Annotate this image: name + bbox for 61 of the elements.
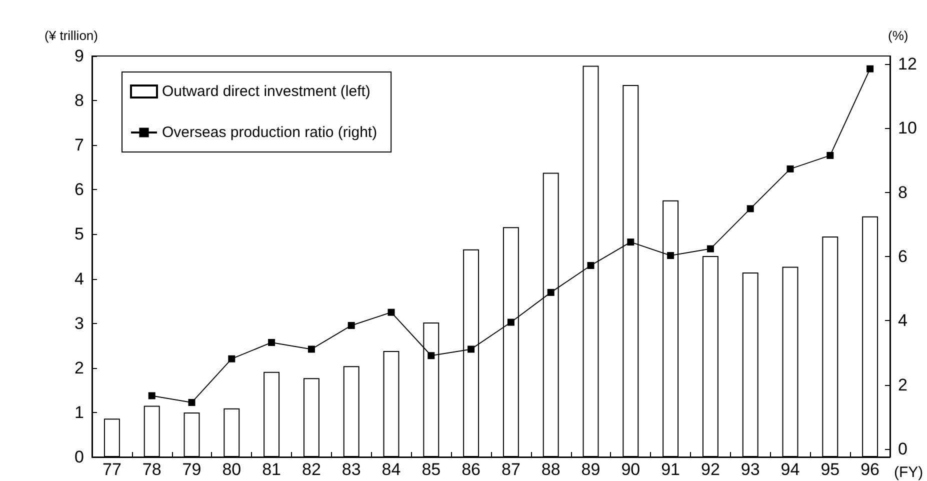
y2-axis-title: (%) [888,28,908,43]
x-tick-label: 82 [302,460,321,479]
point [468,346,475,353]
x-tick-label: 92 [700,460,720,479]
y-tick-label: 7 [74,136,84,155]
legend-label: Outward direct investment (left) [162,83,370,100]
y2-tick-label: 12 [898,54,917,74]
x-axis-title: (FY) [894,464,924,481]
point [786,165,794,172]
point [268,338,276,346]
y2-tick-label: 2 [898,375,908,394]
x-tick-label: 94 [780,460,800,479]
x-tick-label: 81 [262,460,282,479]
point [228,355,236,362]
y-tick-label: 3 [74,314,84,333]
point [547,288,554,296]
point [188,398,196,406]
x-tick-label: 85 [422,460,441,479]
y-tick-label: 4 [74,269,84,288]
x-tick-label: 88 [541,460,560,479]
legend-label: Overseas production ratio (right) [162,124,378,141]
x-tick-label: 87 [501,460,520,479]
y-tick-label: 9 [74,46,84,66]
point [148,392,156,400]
x-tick-label: 90 [621,460,640,479]
point [507,318,514,326]
y-tick-label: 1 [74,402,84,422]
y2-tick-label: 4 [898,311,908,330]
point [308,346,315,353]
y2-tick-label: 8 [898,182,908,202]
y2-tick-label: 6 [898,247,908,266]
x-tick-label: 89 [581,460,600,479]
y-axis-title: (¥ trillion) [44,28,98,43]
y-tick-label: 6 [74,180,84,200]
point [706,245,714,252]
point [428,352,435,360]
y-tick-label: 5 [74,224,84,244]
y-tick-label: 8 [74,91,84,110]
y-tick-label: 0 [74,448,84,466]
point [866,65,874,72]
x-tick-label: 93 [740,460,760,479]
x-tick-label: 91 [661,460,680,479]
point [627,238,634,246]
x-tick-label: 86 [462,460,481,479]
y2-tick-label: 10 [898,118,917,138]
y2-tick-label: 0 [898,439,908,458]
x-tick-label: 77 [102,460,122,479]
point [746,205,754,212]
y-tick-label: 2 [74,358,84,378]
x-tick-label: 80 [222,460,242,479]
x-tick-label: 95 [820,460,840,479]
x-tick-label: 78 [142,460,162,479]
point [826,152,834,159]
x-tick-label: 84 [382,460,401,479]
x-tick-label: 79 [182,460,202,479]
x-tick-label: 83 [342,460,361,479]
x-tick-label: 96 [860,460,880,479]
point [348,322,355,329]
point [587,262,594,269]
point [667,252,674,260]
point [388,308,395,316]
